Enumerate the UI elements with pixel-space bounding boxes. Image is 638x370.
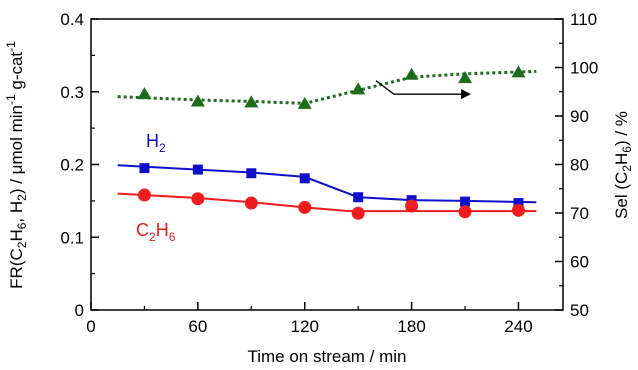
data-point-h2 (139, 163, 150, 174)
y-right-tick-label: 100 (570, 59, 598, 78)
data-point-h2 (299, 173, 310, 184)
axis-arrow-line (375, 80, 464, 95)
y-right-tick-label: 60 (570, 253, 589, 272)
data-point-h2 (353, 192, 364, 203)
series-layer (117, 65, 537, 220)
data-point-c2h6 (458, 205, 472, 219)
axis-arrow-head (461, 89, 472, 100)
data-point-c2h6 (191, 192, 205, 206)
series-line-sel-c2h6 (117, 69, 537, 105)
data-point-sel-c2h6 (351, 82, 366, 95)
y-left-tick-label: 0.3 (60, 83, 84, 102)
series-line-h2 (117, 164, 537, 204)
data-point-c2h6 (405, 199, 419, 213)
plot-frame (90, 18, 564, 311)
data-point-sel-c2h6 (297, 96, 312, 109)
y-left-tick-label: 0.1 (60, 228, 84, 247)
data-point-c2h6 (244, 196, 258, 210)
data-point-c2h6 (351, 206, 365, 220)
axis-ticks: 0 60 120 180 240 0 0.1 0.2 0.3 0.4 50 60 70 80 90 100 11… (60, 10, 598, 336)
data-point-c2h6 (298, 200, 312, 214)
y-left-tick-label: 0.4 (60, 10, 84, 29)
x-tick-label: 180 (397, 317, 425, 336)
data-point-sel-c2h6 (511, 65, 526, 78)
y-left-axis-title: FR(C2H6, H2) / μmol min-1 g-cat-1 (4, 41, 29, 289)
data-point-sel-c2h6 (190, 94, 205, 107)
data-point-h2 (192, 164, 203, 175)
data-point-sel-c2h6 (458, 71, 473, 84)
x-tick-label: 60 (188, 317, 207, 336)
y-left-tick-label: 0.2 (60, 156, 84, 175)
series-label-h2: H2 (146, 131, 166, 155)
y-right-tick-label: 50 (570, 301, 589, 320)
y-right-tick-label: 110 (570, 10, 597, 29)
data-point-sel-c2h6 (244, 95, 259, 108)
x-tick-label: 240 (504, 317, 532, 336)
series-label-c2h6: C2H6 (136, 220, 176, 244)
data-point-sel-c2h6 (137, 87, 152, 100)
x-tick-label: 0 (86, 317, 95, 336)
data-point-h2 (513, 198, 524, 209)
series-line-c2h6 (117, 192, 537, 213)
y-left-tick-label: 0 (75, 301, 84, 320)
data-point-c2h6 (137, 188, 151, 202)
x-axis-title: Time on stream / min (247, 347, 406, 366)
y-right-tick-label: 90 (570, 107, 589, 126)
data-point-h2 (246, 168, 257, 179)
y-right-axis-title: Sel (C2H6) / % (612, 111, 634, 219)
y-right-tick-label: 80 (570, 156, 589, 175)
y-right-tick-label: 70 (570, 204, 589, 223)
data-point-sel-c2h6 (404, 67, 419, 80)
data-point-h2 (460, 196, 471, 207)
data-point-c2h6 (511, 203, 525, 217)
x-tick-label: 120 (291, 317, 319, 336)
